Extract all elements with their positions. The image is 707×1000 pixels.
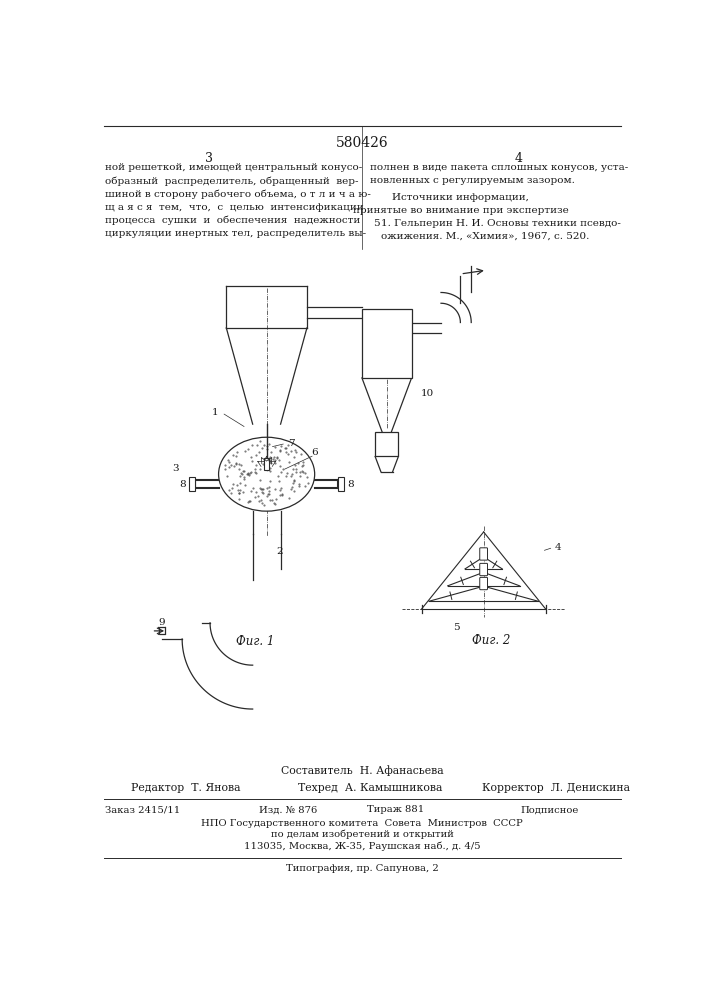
- Text: 5: 5: [373, 219, 380, 228]
- Text: 580426: 580426: [336, 136, 388, 150]
- Text: 8: 8: [180, 480, 186, 489]
- Text: Изд. № 876: Изд. № 876: [259, 805, 317, 814]
- FancyBboxPatch shape: [480, 548, 488, 560]
- Text: Корректор  Л. Денискина: Корректор Л. Денискина: [482, 783, 630, 793]
- Text: полнен в виде пакета сплошных конусов, уста-: полнен в виде пакета сплошных конусов, у…: [370, 163, 628, 172]
- Bar: [338, 477, 344, 491]
- Text: 1: 1: [212, 408, 218, 417]
- Text: Техред  А. Камышникова: Техред А. Камышникова: [298, 783, 442, 793]
- Text: Редактор  Т. Янова: Редактор Т. Янова: [131, 783, 240, 793]
- Bar: [375, 432, 398, 456]
- Text: ной решеткой, имеющей центральный конусо-: ной решеткой, имеющей центральный конусо…: [105, 163, 363, 172]
- Text: Составитель  Н. Афанасьева: Составитель Н. Афанасьева: [281, 765, 443, 776]
- Text: НПО Государственного комитета  Совета  Министров  СССР: НПО Государственного комитета Совета Мин…: [201, 819, 522, 828]
- Text: 10: 10: [421, 389, 434, 398]
- Text: 4: 4: [555, 543, 561, 552]
- Text: 3: 3: [204, 152, 213, 165]
- Text: 9: 9: [158, 618, 165, 627]
- Text: образный  распределитель, обращенный  вер-: образный распределитель, обращенный вер-: [105, 176, 359, 186]
- Text: щ а я с я  тем,  что,  с  целью  интенсификации: щ а я с я тем, что, с целью интенсификац…: [105, 203, 364, 212]
- Text: циркуляции инертных тел, распределитель вы-: циркуляции инертных тел, распределитель …: [105, 229, 366, 238]
- Text: процесса  сушки  и  обеспечения  надежности: процесса сушки и обеспечения надежности: [105, 215, 361, 225]
- Text: 6: 6: [311, 448, 317, 457]
- FancyBboxPatch shape: [480, 577, 488, 590]
- Bar: [189, 477, 195, 491]
- Text: ожижения. М., «Химия», 1967, с. 520.: ожижения. М., «Химия», 1967, с. 520.: [381, 232, 590, 241]
- Text: 3: 3: [173, 464, 180, 473]
- Ellipse shape: [218, 437, 315, 511]
- Text: Фиг. 1: Фиг. 1: [236, 635, 274, 648]
- Text: Подписное: Подписное: [521, 805, 579, 814]
- Text: Фиг. 2: Фиг. 2: [472, 634, 510, 647]
- Text: Типография, пр. Сапунова, 2: Типография, пр. Сапунова, 2: [286, 864, 438, 873]
- Text: 2: 2: [276, 547, 283, 556]
- Bar: [158, 627, 165, 634]
- Text: 1. Гельперин Н. И. Основы техники псевдо-: 1. Гельперин Н. И. Основы техники псевдо…: [381, 219, 621, 228]
- FancyBboxPatch shape: [480, 563, 488, 576]
- Text: Тираж 881: Тираж 881: [368, 805, 425, 814]
- Text: шиной в сторону рабочего объема, о т л и ч а ю-: шиной в сторону рабочего объема, о т л и…: [105, 189, 371, 199]
- Text: 4: 4: [515, 152, 522, 165]
- Text: по делам изобретений и открытий: по делам изобретений и открытий: [271, 830, 453, 839]
- Text: 7: 7: [288, 439, 295, 448]
- Text: 8: 8: [347, 480, 354, 489]
- Text: Заказ 2415/11: Заказ 2415/11: [105, 805, 181, 814]
- Text: новленных с регулируемым зазором.: новленных с регулируемым зазором.: [370, 176, 575, 185]
- Text: принятые во внимание при экспертизе: принятые во внимание при экспертизе: [353, 206, 568, 215]
- Text: 113035, Москва, Ж-35, Раушская наб., д. 4/5: 113035, Москва, Ж-35, Раушская наб., д. …: [244, 841, 480, 851]
- Bar: [264, 458, 269, 470]
- Bar: [362, 309, 411, 378]
- Text: 5: 5: [453, 623, 460, 632]
- Text: Источники информации,: Источники информации,: [392, 192, 529, 202]
